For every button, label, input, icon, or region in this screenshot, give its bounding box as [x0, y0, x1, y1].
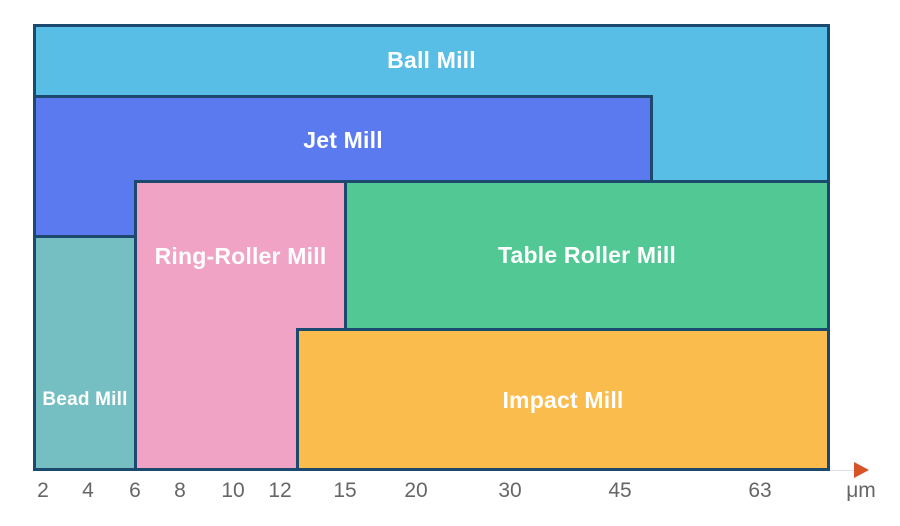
axis-tick: 15	[333, 479, 357, 502]
axis-tick: 2	[37, 479, 49, 502]
bead-mill-label: Bead Mill	[42, 389, 128, 410]
axis-tick: 63	[748, 479, 772, 502]
x-axis-line	[830, 470, 856, 471]
ball-mill-label: Ball Mill	[387, 47, 476, 73]
impact-mill-box: Impact Mill	[296, 328, 830, 471]
jet-mill-label: Jet Mill	[303, 127, 383, 153]
axis-tick: 10	[221, 479, 245, 502]
axis-unit-label: μm	[846, 479, 876, 502]
axis-tick: 45	[608, 479, 632, 502]
bead-mill-box: Bead Mill	[33, 235, 137, 471]
axis-tick: 30	[498, 479, 522, 502]
axis-tick: 6	[129, 479, 141, 502]
ring-roller-mill-label: Ring-Roller Mill	[154, 243, 327, 269]
axis-tick: 20	[404, 479, 428, 502]
axis-arrow-icon	[854, 462, 869, 478]
axis-tick: 12	[268, 479, 292, 502]
x-axis: 2 4 6 8 10 12 15 20 30 45 63 μm	[0, 480, 900, 510]
axis-tick: 8	[174, 479, 186, 502]
table-roller-mill-label: Table Roller Mill	[497, 242, 677, 268]
impact-mill-label: Impact Mill	[502, 387, 624, 413]
axis-tick: 4	[82, 479, 94, 502]
table-roller-mill-box: Table Roller Mill	[344, 180, 830, 331]
